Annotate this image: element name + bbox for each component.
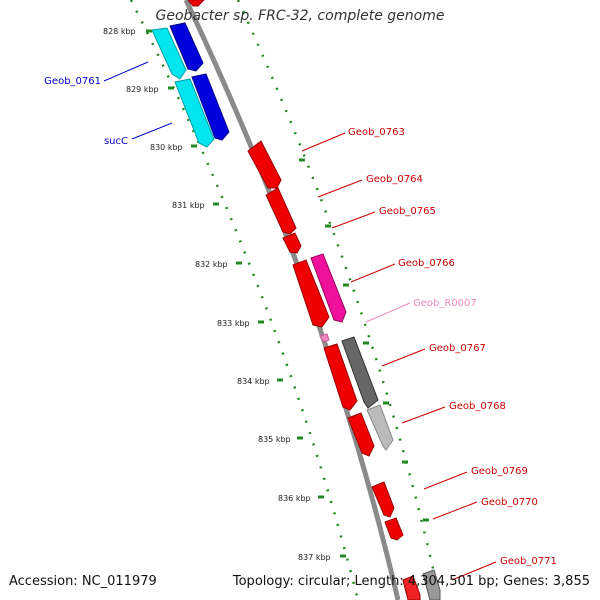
leader-line-geob-0766 — [350, 263, 396, 283]
accession-value: NC_011979 — [81, 574, 157, 589]
gene-arrow-geob-0767[interactable] — [323, 343, 358, 411]
ruler-label-828: 828 kbp — [103, 27, 136, 36]
right-gene-labels: Geob_0763 Geob_0764 Geob_0765 Geob_0766 … — [348, 127, 557, 567]
genes-label: ; Genes: — [494, 574, 553, 589]
length-value: 4,304,501 bp — [407, 574, 495, 589]
topology-value: circular — [297, 574, 346, 589]
gene-arrow-geob-0771[interactable] — [402, 575, 421, 600]
genome-backbone — [183, 0, 401, 600]
leader-line-geob-0770 — [432, 501, 478, 520]
gene-arrow-suc-c[interactable] — [174, 78, 215, 148]
ruler-label-829: 829 kbp — [126, 85, 159, 94]
accession-label: Accession: — [9, 574, 82, 589]
topology-label: Topology: — [232, 574, 298, 589]
gene-arrow-geob-0770[interactable] — [384, 517, 404, 541]
gene-arrow-light-gray[interactable] — [366, 404, 394, 451]
gene-arrow-geob-0766[interactable] — [292, 259, 330, 328]
gene-label-geob-0767[interactable]: Geob_0767 — [429, 343, 486, 354]
leader-line-geob-0764 — [317, 179, 363, 198]
length-label: ; Length: — [345, 574, 408, 589]
leader-line-geob-r0007 — [365, 302, 411, 323]
gene-label-geob-0771[interactable]: Geob_0771 — [500, 556, 557, 567]
accession-line: Accession: NC_011979 — [9, 574, 157, 589]
gene-label-geob-0763[interactable]: Geob_0763 — [348, 127, 405, 138]
gene-label-geob-0766[interactable]: Geob_0766 — [398, 258, 455, 269]
ruler-label-830: 830 kbp — [150, 143, 183, 152]
ruler-label-832: 832 kbp — [195, 260, 228, 269]
gene-arrow-geob-r0007[interactable] — [319, 333, 330, 343]
leader-line-suc-c — [131, 122, 173, 140]
leader-line-geob-0767 — [381, 348, 426, 367]
gene-arrow-top-partial[interactable] — [187, 0, 205, 7]
gene-label-geob-0765[interactable]: Geob_0765 — [379, 206, 436, 217]
leader-line-geob-0769 — [423, 471, 468, 490]
gene-arrow-magenta[interactable] — [310, 253, 347, 323]
ruler-label-833: 833 kbp — [217, 319, 250, 328]
gene-arrow-blue-2[interactable] — [191, 73, 230, 141]
gene-label-geob-r0007[interactable]: Geob_R0007 — [413, 298, 477, 309]
gene-arrow-geob-0763[interactable] — [247, 140, 282, 189]
genome-title: Geobacter sp. FRC-32, complete genome — [155, 8, 445, 24]
gene-label-geob-0764[interactable]: Geob_0764 — [366, 174, 423, 185]
gene-arrow-dark-gray[interactable] — [341, 336, 379, 409]
leader-line-geob-0763 — [301, 132, 346, 152]
leader-line-geob-0761 — [103, 61, 149, 82]
gene-label-geob-0761[interactable]: Geob_0761 — [44, 76, 101, 87]
genome-summary-line: Topology: circular; Length: 4,304,501 bp… — [233, 574, 590, 589]
gene-arrow-geob-0761[interactable] — [151, 27, 187, 80]
leader-lines — [103, 61, 497, 581]
gene-label-suc-c[interactable]: sucC — [104, 136, 128, 147]
inner-ruler-track — [129, 0, 360, 600]
genes-value: 3,855 — [552, 574, 590, 589]
gene-arrow-geob-0764[interactable] — [265, 187, 297, 235]
left-gene-labels: Geob_0761 sucC — [44, 76, 128, 147]
ruler-label-836: 836 kbp — [278, 494, 311, 503]
ruler-label-835: 835 kbp — [258, 435, 291, 444]
ruler-ticks — [146, 29, 429, 558]
gene-arrow-geob-0768[interactable] — [347, 412, 375, 457]
ruler-label-831: 831 kbp — [172, 201, 205, 210]
gene-arrow-geob-0765[interactable] — [282, 232, 302, 254]
leader-line-geob-0765 — [331, 211, 376, 229]
ruler-label-834: 834 kbp — [237, 377, 270, 386]
gene-arrow-bottom-green[interactable] — [422, 569, 441, 600]
gene-label-geob-0769[interactable]: Geob_0769 — [471, 466, 528, 477]
leader-line-geob-0768 — [401, 406, 446, 424]
gene-arrow-geob-0762-blue[interactable] — [169, 22, 204, 72]
ruler-label-837: 837 kbp — [298, 553, 331, 562]
leader-line-geob-0771 — [451, 561, 497, 581]
ruler-labels: 828 kbp 829 kbp 830 kbp 831 kbp 832 kbp … — [103, 27, 331, 562]
gene-label-geob-0768[interactable]: Geob_0768 — [449, 401, 506, 412]
gene-arrow-geob-0769[interactable] — [371, 481, 395, 518]
gene-label-geob-0770[interactable]: Geob_0770 — [481, 497, 538, 508]
